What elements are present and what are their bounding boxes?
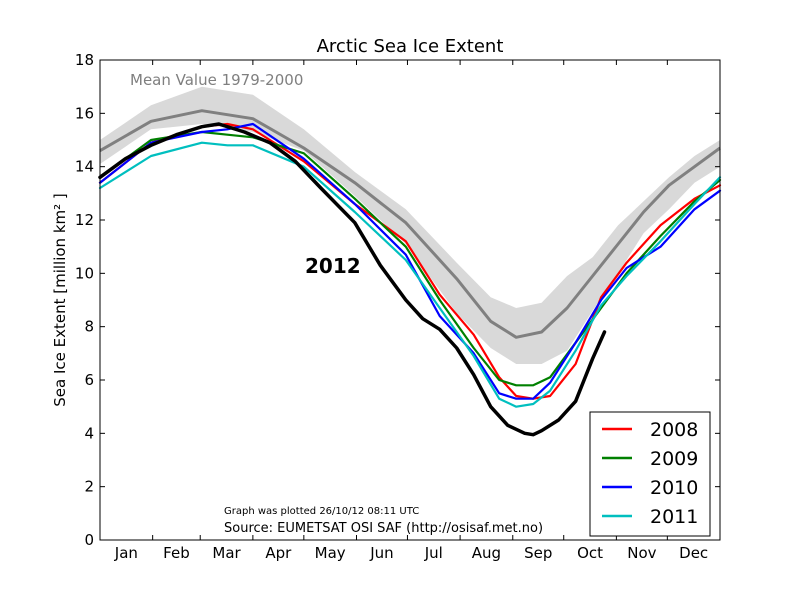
y-axis-label: Sea Ice Extent [million km² ] [51, 193, 69, 407]
legend: 2008 2009 2010 2011 [589, 411, 711, 537]
series-line-2012 [98, 122, 607, 437]
plotted-date-note: Graph was plotted 26/10/12 08:11 UTC [224, 506, 419, 517]
mean-value-label: Mean Value 1979-2000 [130, 71, 303, 89]
y-tick-label: 8 [84, 318, 94, 336]
legend-label-2008: 2008 [650, 419, 698, 441]
legend-label-2010: 2010 [650, 477, 698, 499]
x-tick-label: Apr [265, 544, 292, 562]
y-tick-label: 16 [75, 104, 94, 122]
axes: 0 2 4 6 8 10 12 14 16 18 Jan Feb Mar Apr May Jun Jul Aug S… [75, 51, 721, 562]
x-tick-label: Aug [472, 544, 501, 562]
legend-label-2009: 2009 [650, 448, 698, 470]
plot-area [98, 86, 722, 437]
y-tick-label: 0 [84, 531, 94, 549]
source-note: Source: EUMETSAT OSI SAF (http://osisaf.… [224, 521, 543, 536]
x-tick-label: Mar [212, 544, 241, 562]
x-tick-label: Nov [627, 544, 656, 562]
x-tick-label: May [315, 544, 346, 562]
y-tick-label: 14 [75, 158, 94, 176]
y-tick-label: 12 [75, 211, 94, 229]
axes-frame [99, 59, 721, 541]
series-line-2009 [98, 130, 722, 387]
series-line-2011 [98, 141, 722, 408]
x-tick-label: Oct [577, 544, 603, 562]
x-tick-label: Dec [679, 544, 708, 562]
y-tick-label: 10 [75, 264, 94, 282]
y-tick-label: 6 [84, 371, 94, 389]
x-tick-label: Sep [524, 544, 552, 562]
x-tick-label: Feb [163, 544, 190, 562]
x-tick-label: Jul [424, 544, 443, 562]
x-tick-label: Jan [114, 544, 138, 562]
mean-line [99, 109, 721, 339]
x-tick-label: Jun [369, 544, 393, 562]
chart-title: Arctic Sea Ice Extent [317, 36, 504, 57]
legend-label-2011: 2011 [650, 506, 698, 528]
y-tick-label: 2 [84, 478, 94, 496]
y-tick-label: 4 [84, 424, 94, 442]
y-tick-label: 18 [75, 51, 94, 69]
year-2012-label: 2012 [305, 254, 361, 278]
series-line-2008 [98, 122, 722, 400]
